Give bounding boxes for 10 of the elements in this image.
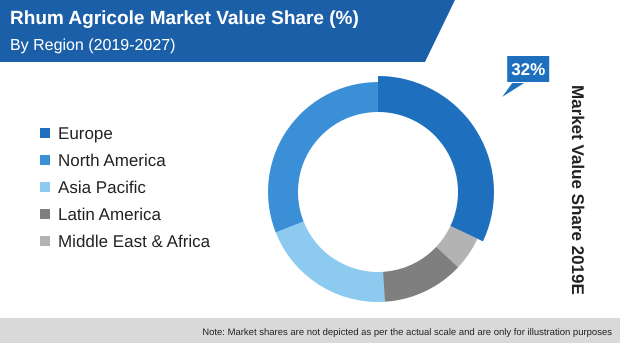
legend-label: Asia Pacific [58,178,146,197]
text: Market Value Share 2019E [568,85,587,295]
legend-label: Latin America [58,205,162,224]
chart-subtitle: By Region (2019-2027) [10,37,176,54]
chart-title: Rhum Agricole Market Value Share (%) [10,8,359,29]
legend-label: Europe [58,124,113,143]
legend-label: North America [58,151,166,170]
legend-label: Middle East & Africa [58,232,211,251]
data-label: 32% [511,60,546,79]
text: Note: Market shares are not depicted as per the actual scale and are only for illustration purposes [202,327,612,338]
